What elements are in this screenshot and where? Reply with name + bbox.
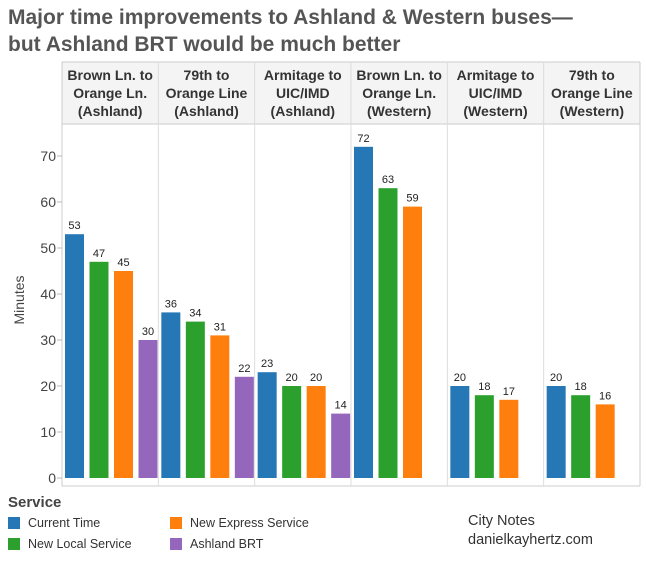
legend-swatch-ashland-brt xyxy=(170,538,182,550)
column-header-label: (Western) xyxy=(560,103,624,119)
column-header-label: Orange Ln. xyxy=(73,85,147,101)
data-label: 47 xyxy=(93,248,105,260)
column-header-label: 79th to xyxy=(184,67,230,83)
bar-new-express-service xyxy=(403,206,422,478)
bar-ashland-brt xyxy=(138,340,158,478)
y-axis-label: Minutes xyxy=(11,275,27,324)
bar-new-express-service xyxy=(306,386,326,478)
bar-new-local-service xyxy=(474,395,494,478)
bar-current-time xyxy=(65,234,84,478)
column-header-label: Brown Ln. to xyxy=(67,67,153,83)
data-label: 20 xyxy=(310,372,322,384)
column-header-label: (Ashland) xyxy=(78,103,143,119)
bar-ashland-brt xyxy=(331,413,351,478)
data-label: 63 xyxy=(382,174,394,186)
data-label: 20 xyxy=(286,372,298,384)
chart-title-line-1: Major time improvements to Ashland & Wes… xyxy=(8,6,573,29)
bar-new-express-service xyxy=(499,399,519,478)
bar-new-local-service xyxy=(89,261,109,478)
y-tick-label: 30 xyxy=(40,332,56,348)
legend-label-new-local-service: New Local Service xyxy=(28,537,132,551)
credit-line-2: danielkayhertz.com xyxy=(468,532,593,548)
bar-ashland-brt xyxy=(234,376,254,478)
column-header-label: Brown Ln. to xyxy=(356,67,442,83)
column-header-label: Orange Line xyxy=(551,85,633,101)
column-header-label: (Western) xyxy=(463,103,527,119)
bar-new-express-service xyxy=(210,335,230,478)
y-tick-label: 0 xyxy=(48,470,56,486)
legend-item-new-local-service: New Local Service xyxy=(8,537,132,551)
legend-label-current-time: Current Time xyxy=(28,516,101,530)
column-header-label: (Ashland) xyxy=(271,103,336,119)
column-header-label: Orange Line xyxy=(166,85,248,101)
data-label: 17 xyxy=(503,386,515,398)
column-header-label: Armitage to xyxy=(264,67,342,83)
bar-current-time xyxy=(546,386,566,478)
data-label: 18 xyxy=(478,381,490,393)
bar-current-time xyxy=(257,372,277,478)
bar-new-express-service xyxy=(595,404,615,478)
data-label: 34 xyxy=(189,308,201,320)
chart-title-line-2: but Ashland BRT would be much better xyxy=(8,33,401,56)
bar-current-time xyxy=(161,312,181,478)
bar-new-express-service xyxy=(114,271,133,478)
column-header-label: 79th to xyxy=(569,67,615,83)
data-label: 45 xyxy=(117,257,129,269)
data-label: 23 xyxy=(261,358,273,370)
legend-label-ashland-brt: Ashland BRT xyxy=(190,537,264,551)
y-tick-label: 60 xyxy=(40,194,56,210)
data-label: 31 xyxy=(214,321,226,333)
legend-item-ashland-brt: Ashland BRT xyxy=(170,537,263,551)
data-label: 59 xyxy=(406,193,418,205)
chart-title: Major time improvements to Ashland & Wes… xyxy=(8,4,638,58)
data-label: 22 xyxy=(238,363,250,375)
credit-line-1: City Notes xyxy=(468,513,535,529)
legend-swatch-new-local-service xyxy=(8,538,20,550)
bar-current-time xyxy=(450,386,470,478)
legend-label-new-express-service: New Express Service xyxy=(190,516,309,530)
data-label: 53 xyxy=(68,220,80,232)
bar-new-local-service xyxy=(571,395,591,478)
legend-swatch-current-time xyxy=(8,517,20,529)
data-label: 16 xyxy=(599,390,611,402)
column-header-label: (Western) xyxy=(367,103,431,119)
credit: City Notes danielkayhertz.com xyxy=(468,512,593,550)
y-tick-label: 20 xyxy=(40,378,56,394)
data-label: 20 xyxy=(550,372,562,384)
bar-current-time xyxy=(354,146,373,479)
y-tick-label: 10 xyxy=(40,424,56,440)
legend-item-new-express-service: New Express Service xyxy=(170,516,309,530)
y-tick-label: 50 xyxy=(40,240,56,256)
legend-title: Service xyxy=(8,494,62,511)
data-label: 20 xyxy=(454,372,466,384)
legend-item-current-time: Current Time xyxy=(8,516,100,530)
bar-new-local-service xyxy=(282,386,302,478)
data-label: 72 xyxy=(357,133,369,145)
column-header-label: Orange Ln. xyxy=(362,85,436,101)
data-label: 30 xyxy=(142,326,154,338)
column-header-label: UIC/IMD xyxy=(469,85,523,101)
data-label: 36 xyxy=(165,298,177,310)
data-label: 18 xyxy=(575,381,587,393)
data-label: 14 xyxy=(335,400,347,412)
bar-new-local-service xyxy=(185,321,205,478)
y-tick-label: 70 xyxy=(40,148,56,164)
y-tick-label: 40 xyxy=(40,286,56,302)
legend: Service Current Time New Express Service… xyxy=(8,494,428,558)
legend-swatch-new-express-service xyxy=(170,517,182,529)
column-header-label: UIC/IMD xyxy=(276,85,330,101)
bar-new-local-service xyxy=(378,188,398,478)
column-header-label: (Ashland) xyxy=(174,103,239,119)
column-header-label: Armitage to xyxy=(457,67,535,83)
